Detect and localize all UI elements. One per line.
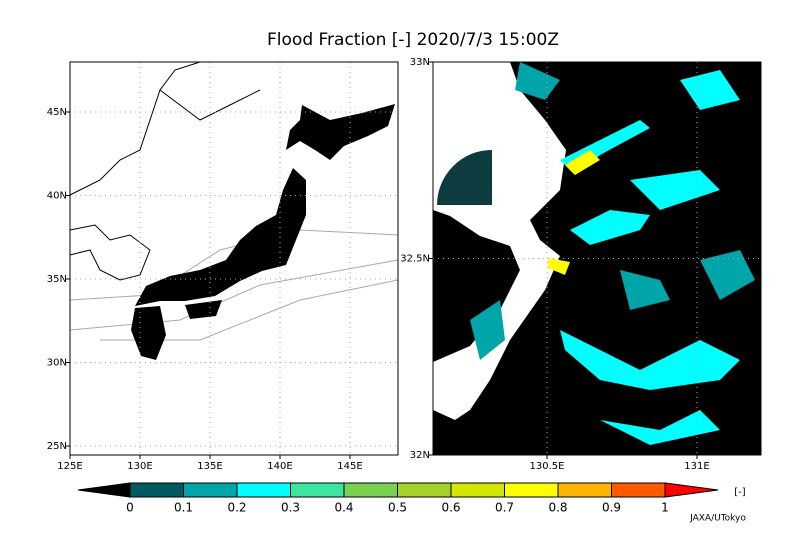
- sea: [433, 62, 566, 420]
- y-tick-label: 30N: [47, 358, 67, 369]
- map-border: [432, 61, 762, 456]
- colorbar-tick-label: 0.7: [495, 501, 514, 515]
- colorbar-bin: [397, 482, 452, 498]
- colorbar-unit: [-]: [734, 487, 746, 498]
- y-tick-label: 40N: [47, 191, 67, 202]
- credit: JAXA/UTokyo: [689, 514, 746, 524]
- left-map: 125E 130E 135E 140E 145E 45N 40N 35N 30N 25N: [47, 61, 399, 472]
- right-map: 130.5E 131E 33N 32.5N 32N: [400, 57, 762, 472]
- kyushu: [131, 306, 166, 360]
- honshu: [135, 168, 306, 306]
- x-tick-label: 125E: [57, 461, 82, 472]
- colorbar-bin: [504, 482, 559, 498]
- land-patch: [437, 150, 492, 205]
- colorbar-tick-label: 0.8: [548, 501, 567, 515]
- colorbar-tick-label: 0.1: [174, 501, 193, 515]
- colorbar-bin: [557, 482, 612, 498]
- korea-coast: [69, 224, 151, 281]
- colorbar-tick-label: 0: [126, 501, 134, 515]
- flood-patch: [560, 70, 740, 445]
- x-tick-label: 130E: [127, 461, 152, 472]
- colorbar-tick-label: 0.4: [334, 501, 353, 515]
- y-tick-label: 33N: [410, 57, 430, 68]
- colorbar-bin: [183, 482, 238, 498]
- colorbar-tick-label: 0.6: [441, 501, 460, 515]
- colorbar-over: [664, 482, 719, 498]
- colorbar-tick-label: 0.5: [388, 501, 407, 515]
- colorbar-tick-label: 0.2: [227, 501, 246, 515]
- flood-patch: [470, 62, 755, 360]
- map-border: [69, 61, 399, 456]
- colorbar-bin: [129, 482, 184, 498]
- colorbar-bin: [450, 482, 505, 498]
- x-tick-label: 131E: [684, 461, 709, 472]
- x-tick-label: 140E: [267, 461, 292, 472]
- x-tick-label: 135E: [197, 461, 222, 472]
- colorbar-tick-label: 1: [661, 501, 669, 515]
- colorbar-bin: [611, 482, 666, 498]
- x-tick-label: 145E: [337, 461, 362, 472]
- colorbar-bin: [343, 482, 398, 498]
- y-tick-label: 32.5N: [400, 254, 430, 265]
- colorbar: 0 0.1 0.2 0.3 0.4 0.5 0.6 0.7 0.8 0.9 1: [77, 482, 719, 515]
- shikoku: [185, 300, 222, 319]
- colorbar-bin: [236, 482, 291, 498]
- colorbar-tick-label: 0.9: [602, 501, 621, 515]
- y-tick-label: 45N: [47, 107, 67, 118]
- y-tick-label: 35N: [47, 274, 67, 285]
- colorbar-bin: [290, 482, 345, 498]
- y-tick-label: 25N: [47, 441, 67, 452]
- x-tick-label: 130.5E: [530, 461, 565, 472]
- hokkaido: [286, 104, 395, 160]
- flood-patch: [548, 150, 600, 275]
- colorbar-tick-label: 0.3: [281, 501, 300, 515]
- colorbar-under: [77, 482, 131, 498]
- title: Flood Fraction [-] 2020/7/3 15:00Z: [267, 30, 559, 50]
- y-tick-label: 32N: [410, 450, 430, 461]
